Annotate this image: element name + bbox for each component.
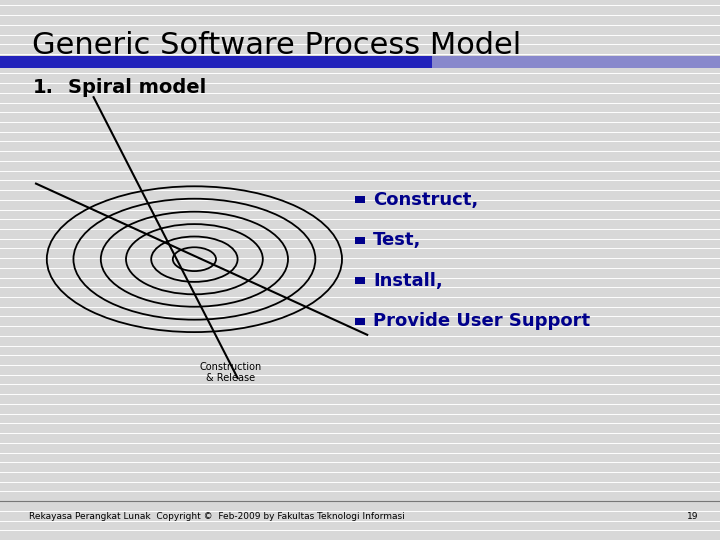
Text: Spiral model: Spiral model <box>68 78 207 97</box>
Text: Generic Software Process Model: Generic Software Process Model <box>32 31 522 60</box>
Text: Construction
& Release: Construction & Release <box>199 362 261 383</box>
Text: 19: 19 <box>687 512 698 521</box>
FancyBboxPatch shape <box>356 318 364 325</box>
Text: Provide User Support: Provide User Support <box>373 312 590 330</box>
Text: Install,: Install, <box>373 272 443 290</box>
FancyBboxPatch shape <box>0 56 432 68</box>
Text: 1.: 1. <box>32 78 53 97</box>
FancyBboxPatch shape <box>356 278 364 284</box>
Text: Construct,: Construct, <box>373 191 478 209</box>
Text: Rekayasa Perangkat Lunak  Copyright ©  Feb-2009 by Fakultas Teknologi Informasi: Rekayasa Perangkat Lunak Copyright © Feb… <box>29 512 405 521</box>
FancyBboxPatch shape <box>432 56 720 68</box>
FancyBboxPatch shape <box>356 237 364 244</box>
Text: Test,: Test, <box>373 231 421 249</box>
FancyBboxPatch shape <box>356 196 364 203</box>
